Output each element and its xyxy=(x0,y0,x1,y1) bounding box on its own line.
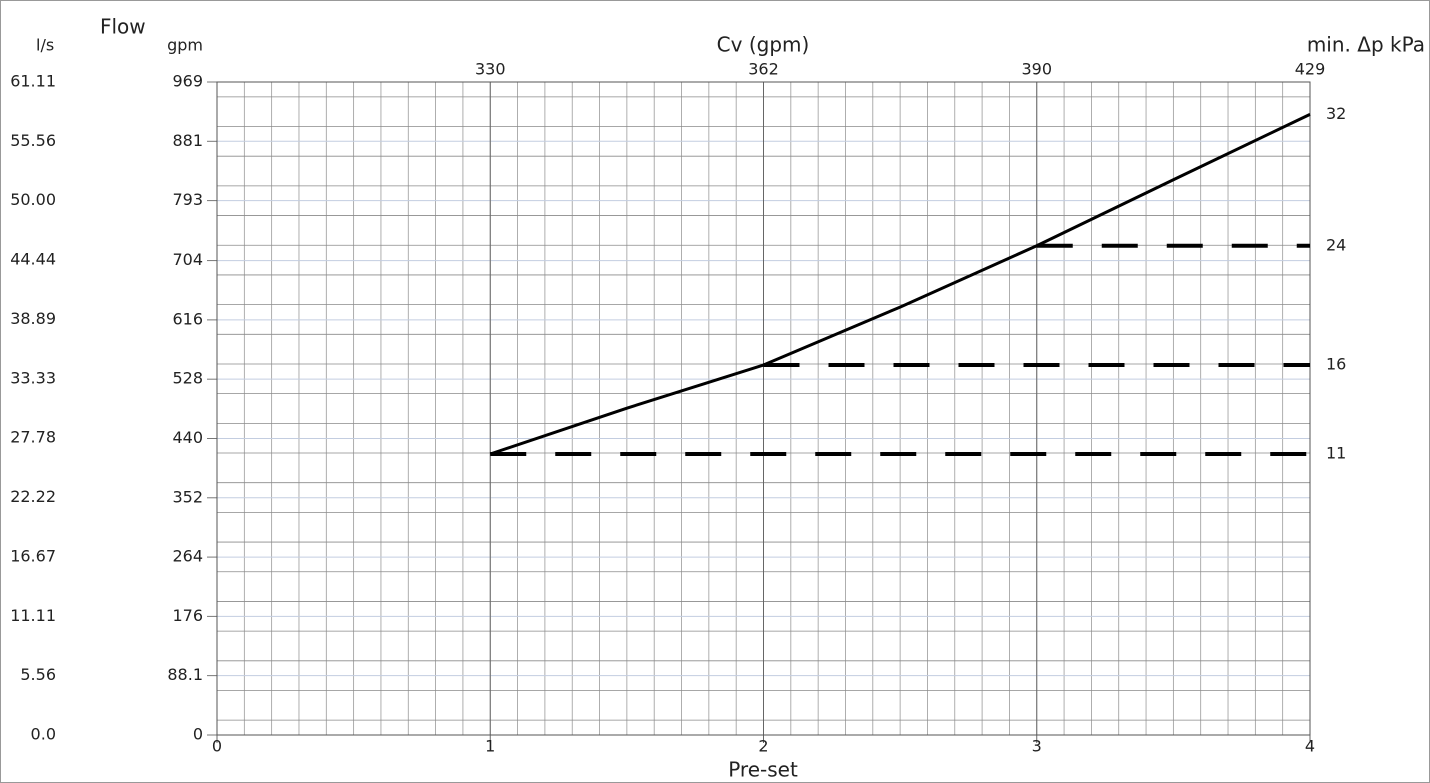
flow-curve xyxy=(489,112,1311,456)
dp-label: 11 xyxy=(1326,443,1346,462)
ls-tick-label: 61.11 xyxy=(10,72,56,91)
dp-axis-label: min. Δp kPa xyxy=(1307,33,1425,57)
x-tick-label: 2 xyxy=(758,737,768,756)
chart-title: Flow xyxy=(100,15,146,39)
dp-label: 16 xyxy=(1326,355,1346,374)
y-tick-label: 616 xyxy=(172,309,203,328)
x-axis-label: Pre-set xyxy=(728,758,798,782)
ls-tick-label: 55.56 xyxy=(10,131,56,150)
ls-tick-label: 50.00 xyxy=(10,190,56,209)
ls-tick-label: 27.78 xyxy=(10,428,56,447)
dp-label: 32 xyxy=(1326,104,1346,123)
x-tick-label: 0 xyxy=(212,737,222,756)
y-tick-label: 0 xyxy=(193,725,203,744)
dp-label: 24 xyxy=(1326,235,1346,254)
ls-tick-label: 44.44 xyxy=(10,250,56,269)
y-tick-label: 528 xyxy=(172,369,203,388)
y-tick-label: 352 xyxy=(172,487,203,506)
cv-tick-label: 390 xyxy=(1021,60,1052,79)
cv-tick-label: 362 xyxy=(748,60,779,79)
ls-axis-label: l/s xyxy=(36,36,54,55)
x-tick-label: 4 xyxy=(1305,737,1315,756)
cv-axis-label: Cv (gpm) xyxy=(717,33,810,57)
y-tick-label: 88.1 xyxy=(167,665,203,684)
gpm-axis-label: gpm xyxy=(167,36,203,55)
y-tick-label: 704 xyxy=(172,250,203,269)
ls-tick-label: 16.67 xyxy=(10,546,56,565)
y-tick-label: 969 xyxy=(172,72,203,91)
ls-tick-label: 33.33 xyxy=(10,368,56,387)
y-tick-label: 793 xyxy=(172,190,203,209)
ls-tick-label: 38.89 xyxy=(10,309,56,328)
y-tick-label: 881 xyxy=(172,131,203,150)
y-tick-label: 176 xyxy=(172,606,203,625)
ls-tick-label: 5.56 xyxy=(20,665,56,684)
ls-tick-label: 0.0 xyxy=(31,725,56,744)
plot-border xyxy=(216,81,1311,736)
ls-tick-label: 22.22 xyxy=(10,487,56,506)
x-tick-label: 3 xyxy=(1032,737,1042,756)
x-tick-label: 1 xyxy=(485,737,495,756)
y-tick-label: 440 xyxy=(172,428,203,447)
cv-tick-label: 330 xyxy=(475,60,506,79)
ls-tick-label: 11.11 xyxy=(10,606,56,625)
y-tick-label: 264 xyxy=(172,547,203,566)
cv-tick-label: 429 xyxy=(1295,60,1326,79)
